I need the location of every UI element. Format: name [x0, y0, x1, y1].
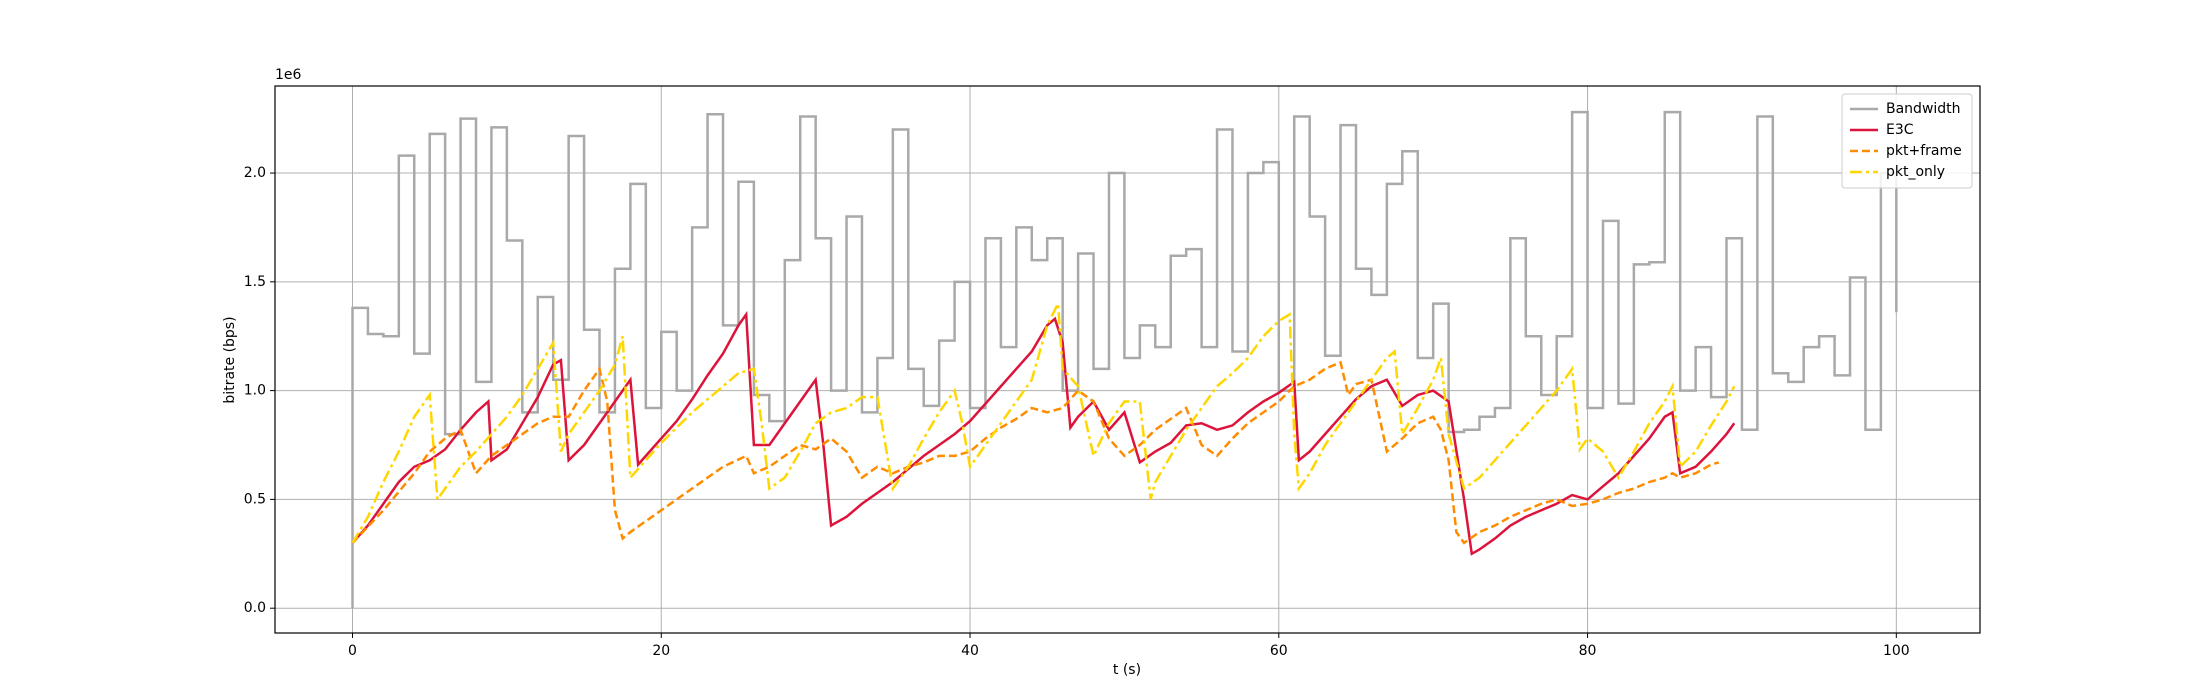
legend-label: pkt_only — [1886, 164, 1945, 180]
x-tick-label: 0 — [348, 643, 357, 659]
legend-label: E3C — [1886, 122, 1914, 138]
y-tick-label: 0.5 — [244, 491, 266, 507]
x-tick-label: 80 — [1579, 643, 1597, 659]
series-line — [351, 310, 1736, 556]
series-line — [351, 360, 1720, 545]
y-axis-label: bitrate (bps) — [222, 316, 238, 403]
y-tick-label: 2.0 — [244, 165, 266, 181]
legend: Bandwidth E3C pkt+frame pkt_only — [1841, 93, 1973, 189]
series-line — [351, 110, 1898, 609]
y-tick-label: 0.0 — [244, 600, 266, 616]
y-tick-label: 1.5 — [244, 274, 266, 290]
axes-frame — [274, 85, 1981, 634]
y-offset-text: 1e6 — [275, 67, 302, 83]
x-tick-label: 20 — [652, 643, 670, 659]
grid-layer — [275, 86, 1980, 633]
series-line — [351, 298, 1736, 544]
legend-box — [1841, 93, 1973, 189]
x-tick-label: 40 — [961, 643, 979, 659]
y-tick-label: 1.0 — [244, 383, 266, 399]
x-axis-label: t (s) — [1113, 662, 1141, 678]
legend-label: Bandwidth — [1886, 101, 1961, 117]
legend-label: pkt+frame — [1886, 143, 1962, 159]
line-layer — [351, 110, 1898, 609]
x-tick-label: 100 — [1883, 643, 1910, 659]
x-tick-label: 60 — [1270, 643, 1288, 659]
